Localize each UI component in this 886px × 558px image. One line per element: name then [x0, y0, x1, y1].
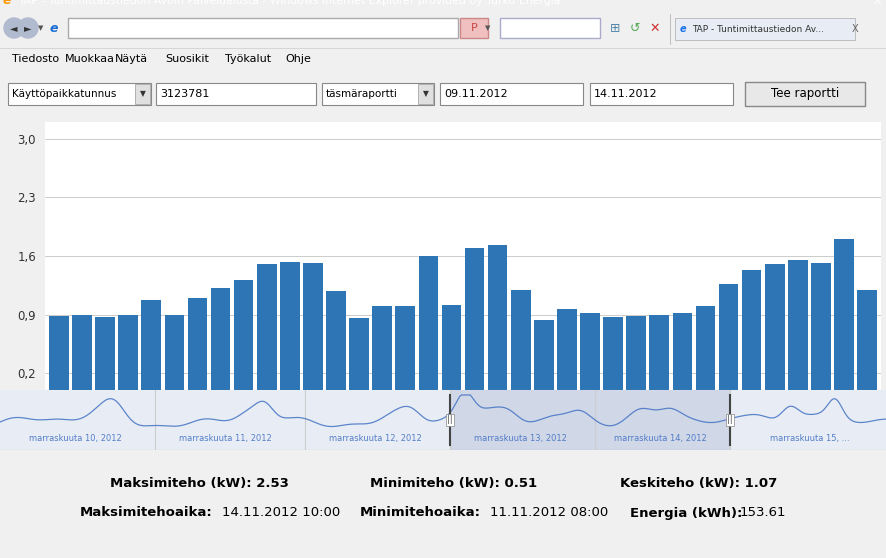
Text: Ohje: Ohje [285, 54, 311, 64]
Bar [649, 315, 669, 390]
FancyBboxPatch shape [500, 18, 600, 38]
Text: ▼: ▼ [140, 89, 146, 99]
Bar [72, 315, 92, 390]
Bar [835, 239, 854, 390]
FancyBboxPatch shape [440, 83, 583, 105]
FancyBboxPatch shape [8, 83, 151, 105]
FancyBboxPatch shape [460, 18, 488, 38]
Text: Tiedosto: Tiedosto [12, 54, 59, 64]
FancyBboxPatch shape [590, 83, 733, 105]
Bar [730, 390, 886, 450]
Text: 11.11.2012 08:00: 11.11.2012 08:00 [490, 507, 609, 519]
Text: ||: || [727, 416, 733, 425]
Bar [372, 306, 392, 390]
FancyBboxPatch shape [68, 18, 458, 38]
Bar [742, 270, 761, 390]
Text: ||: || [447, 416, 453, 425]
Bar [534, 320, 554, 390]
Bar [557, 309, 577, 390]
Bar [142, 300, 161, 390]
Bar [49, 316, 69, 390]
Bar [603, 317, 623, 390]
Text: täsmäraportti: täsmäraportti [326, 89, 398, 99]
Text: ►: ► [24, 23, 32, 33]
Text: Maksimiteho (kW): 2.53: Maksimiteho (kW): 2.53 [110, 477, 289, 489]
Text: marraskuuta 13, 2012: marraskuuta 13, 2012 [473, 434, 566, 442]
Text: Työkalut: Työkalut [225, 54, 271, 64]
Bar [395, 306, 415, 390]
Text: ◄: ◄ [11, 23, 18, 33]
Text: marraskuuta 12, 2012: marraskuuta 12, 2012 [329, 434, 422, 442]
Bar [696, 306, 715, 390]
Bar [626, 316, 646, 390]
Bar [234, 280, 253, 390]
FancyBboxPatch shape [156, 83, 316, 105]
Text: X: X [874, 0, 881, 6]
Text: Keskiteho (kW): 1.07: Keskiteho (kW): 1.07 [620, 477, 777, 489]
Circle shape [4, 18, 24, 38]
Bar [441, 305, 462, 390]
Bar [326, 291, 346, 390]
Text: Suosikit: Suosikit [165, 54, 209, 64]
Text: TAP - Tuntimittaustiedon Av...: TAP - Tuntimittaustiedon Av... [692, 25, 824, 33]
Text: e: e [3, 0, 12, 7]
Text: 153.61: 153.61 [740, 507, 787, 519]
Bar [465, 248, 485, 390]
Text: Näytä: Näytä [115, 54, 148, 64]
Text: P: P [470, 23, 478, 33]
Bar [303, 263, 323, 390]
Text: marraskuuta 10, 2012: marraskuuta 10, 2012 [28, 434, 121, 442]
Text: 14.11.2012 10:00: 14.11.2012 10:00 [222, 507, 340, 519]
FancyBboxPatch shape [322, 83, 434, 105]
Text: ⊞: ⊞ [610, 22, 620, 35]
Text: ▼: ▼ [38, 25, 43, 31]
Text: marraskuuta 14, 2012: marraskuuta 14, 2012 [614, 434, 706, 442]
Bar [257, 264, 276, 390]
Bar [0, 390, 450, 450]
FancyBboxPatch shape [675, 18, 855, 40]
Text: e: e [50, 22, 58, 35]
Text: marraskuuta 11, 2012: marraskuuta 11, 2012 [179, 434, 271, 442]
Bar [418, 256, 439, 390]
Text: e: e [680, 24, 687, 34]
Text: 09.11.2012: 09.11.2012 [444, 89, 508, 99]
Text: ✕: ✕ [649, 22, 660, 35]
Text: ↺: ↺ [630, 22, 641, 35]
Text: marraskuuta 15, ...: marraskuuta 15, ... [770, 434, 850, 442]
Bar [188, 298, 207, 390]
Text: 3123781: 3123781 [160, 89, 209, 99]
Bar [349, 318, 369, 390]
Bar [450, 390, 730, 450]
Text: Tee raportti: Tee raportti [771, 88, 839, 100]
Bar [280, 262, 299, 390]
Bar [211, 288, 230, 390]
Bar [812, 263, 831, 390]
Text: Minimiteho (kW): 0.51: Minimiteho (kW): 0.51 [370, 477, 537, 489]
FancyBboxPatch shape [135, 84, 150, 104]
Text: X: X [851, 24, 859, 34]
Text: ▼: ▼ [486, 25, 491, 31]
Bar [95, 317, 115, 390]
Text: Muokkaa: Muokkaa [65, 54, 115, 64]
Bar [165, 315, 184, 390]
Bar [488, 245, 508, 390]
Text: Minimitehoaika:: Minimitehoaika: [360, 507, 481, 519]
Text: ▼: ▼ [423, 89, 429, 99]
Bar [858, 290, 877, 390]
Bar [672, 313, 692, 390]
Bar [580, 313, 600, 390]
FancyBboxPatch shape [418, 84, 433, 104]
Text: Energia (kWh):: Energia (kWh): [630, 507, 742, 519]
Bar [719, 283, 738, 390]
FancyBboxPatch shape [745, 82, 865, 106]
Bar [511, 290, 531, 390]
Text: TAP - Tuntimittaustiedon Avoin Palvelualusta - Windows Internet Explorer provide: TAP - Tuntimittaustiedon Avoin Palvelual… [18, 0, 560, 6]
Text: Käyttöpaikkatunnus: Käyttöpaikkatunnus [12, 89, 116, 99]
Text: Maksimitehoaika:: Maksimitehoaika: [80, 507, 213, 519]
Text: 14.11.2012: 14.11.2012 [594, 89, 657, 99]
Bar [119, 315, 138, 390]
Bar [788, 260, 808, 390]
Bar [765, 264, 785, 390]
Circle shape [18, 18, 38, 38]
